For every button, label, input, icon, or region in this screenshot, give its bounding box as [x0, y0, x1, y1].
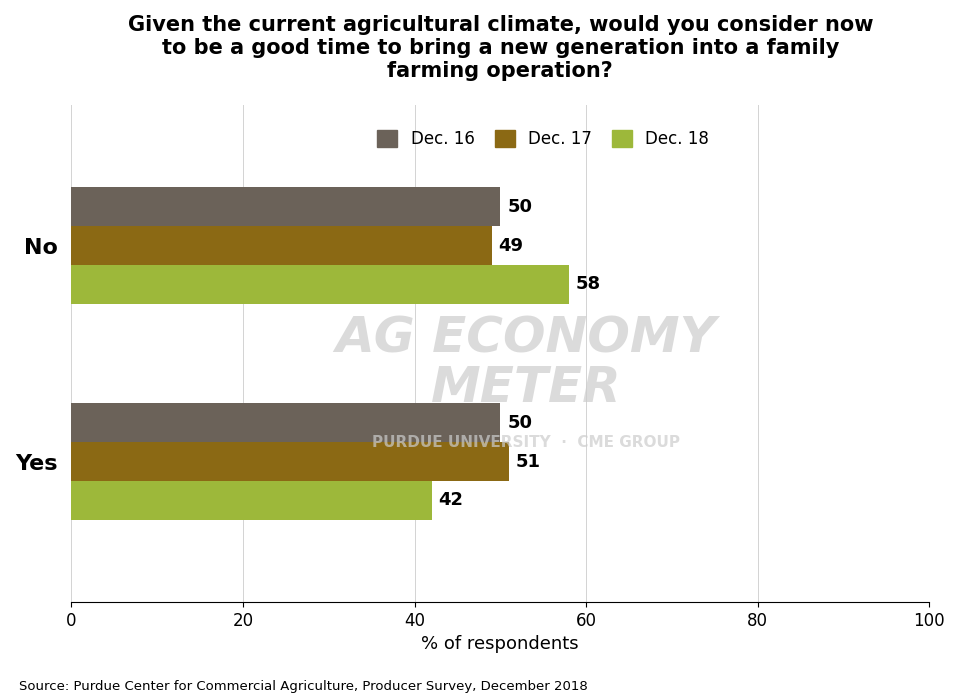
Text: 49: 49	[498, 237, 523, 255]
Text: 50: 50	[507, 198, 532, 216]
Text: 51: 51	[516, 452, 540, 470]
X-axis label: % of respondents: % of respondents	[421, 635, 579, 653]
Bar	[71, 442, 509, 481]
Text: 50: 50	[507, 413, 532, 432]
Text: METER: METER	[431, 364, 621, 412]
Text: 58: 58	[576, 276, 601, 294]
Bar	[71, 403, 500, 442]
Text: AG ECONOMY: AG ECONOMY	[336, 315, 716, 363]
Legend: Dec. 16, Dec. 17, Dec. 18: Dec. 16, Dec. 17, Dec. 18	[371, 123, 715, 155]
Text: PURDUE UNIVERSITY  ·  CME GROUP: PURDUE UNIVERSITY · CME GROUP	[372, 436, 680, 450]
Bar	[71, 481, 432, 520]
Title: Given the current agricultural climate, would you consider now
to be a good time: Given the current agricultural climate, …	[128, 15, 873, 81]
Text: 42: 42	[439, 491, 464, 509]
Bar	[71, 226, 492, 265]
Text: Source: Purdue Center for Commercial Agriculture, Producer Survey, December 2018: Source: Purdue Center for Commercial Agr…	[19, 679, 588, 693]
Bar	[71, 187, 500, 226]
Bar	[71, 265, 569, 304]
